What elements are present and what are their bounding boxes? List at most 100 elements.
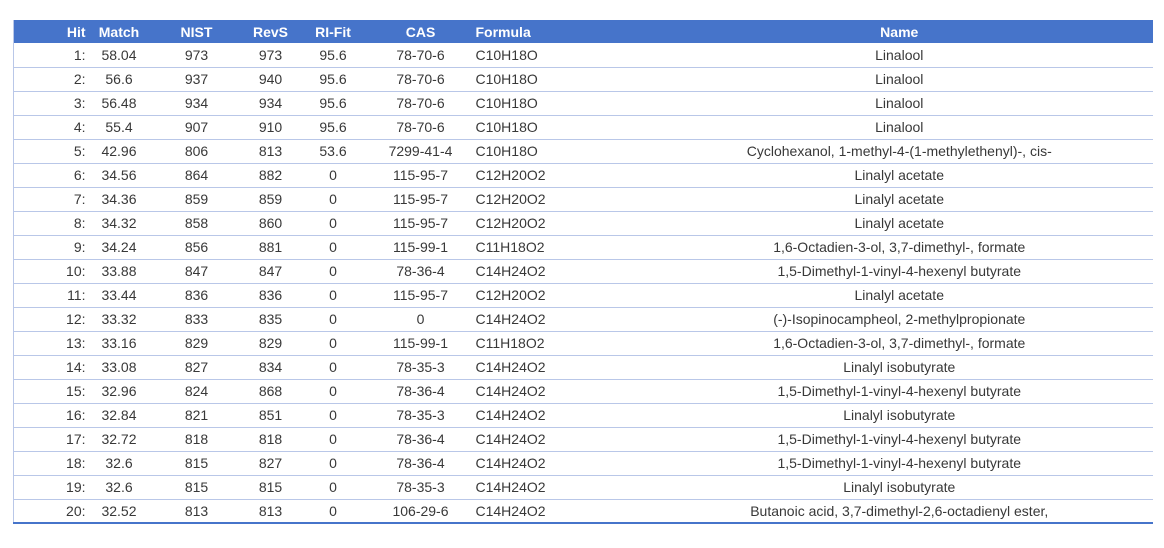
column-header-name[interactable]: Name	[645, 20, 1153, 43]
cell-nist: 815	[152, 451, 241, 476]
cell-match: 33.32	[85, 307, 153, 332]
column-header-nist[interactable]: NIST	[152, 20, 241, 43]
cell-formula: C14H24O2	[475, 475, 646, 500]
hit-list-header: Hit Match NIST RevS RI-Fit CAS Formula Name	[13, 20, 1153, 43]
cell-formula: C14H24O2	[475, 355, 646, 380]
hit-row[interactable]: 9: 34.24 856 881 0 115-99-1 C11H18O2 1,6-Octadi…	[13, 235, 1153, 260]
cell-hit: 5:	[13, 139, 86, 164]
cell-rifit: 0	[300, 403, 366, 428]
cell-revs: 827	[240, 451, 301, 476]
cell-nist: 858	[152, 211, 241, 236]
cell-nist: 856	[152, 235, 241, 260]
cell-nist: 829	[152, 331, 241, 356]
cell-formula: C12H20O2	[475, 163, 646, 188]
cell-rifit: 0	[300, 451, 366, 476]
cell-hit: 15:	[13, 379, 86, 404]
column-header-cas[interactable]: CAS	[365, 20, 476, 43]
column-header-hit[interactable]: Hit	[13, 20, 86, 43]
cell-formula: C10H18O	[475, 67, 646, 92]
cell-nist: 818	[152, 427, 241, 452]
cell-revs: 813	[240, 139, 301, 164]
column-header-revs[interactable]: RevS	[240, 20, 301, 43]
cell-cas: 78-70-6	[365, 115, 476, 140]
cell-name: Linalool	[645, 43, 1153, 68]
cell-hit: 14:	[13, 355, 86, 380]
cell-revs: 836	[240, 283, 301, 308]
cell-revs: 829	[240, 331, 301, 356]
cell-hit: 13:	[13, 331, 86, 356]
cell-formula: C11H18O2	[475, 235, 646, 260]
header-row: Hit Match NIST RevS RI-Fit CAS Formula Name	[13, 20, 1153, 43]
cell-formula: C12H20O2	[475, 187, 646, 212]
hit-row[interactable]: 7: 34.36 859 859 0 115-95-7 C12H20O2 Linalyl ac…	[13, 187, 1153, 212]
cell-hit: 4:	[13, 115, 86, 140]
cell-cas: 78-70-6	[365, 91, 476, 116]
hit-row[interactable]: 13: 33.16 829 829 0 115-99-1 C11H18O2 1,6-Octad…	[13, 331, 1153, 356]
cell-revs: 934	[240, 91, 301, 116]
cell-cas: 7299-41-4	[365, 139, 476, 164]
cell-revs: 868	[240, 379, 301, 404]
cell-rifit: 95.6	[300, 91, 366, 116]
hit-row[interactable]: 11: 33.44 836 836 0 115-95-7 C12H20O2 Linalyl a…	[13, 283, 1153, 308]
hit-row[interactable]: 20: 32.52 813 813 0 106-29-6 C14H24O2 Butanoic …	[13, 499, 1153, 524]
cell-match: 32.96	[85, 379, 153, 404]
cell-rifit: 0	[300, 235, 366, 260]
cell-formula: C10H18O	[475, 43, 646, 68]
cell-name: Linalyl acetate	[645, 163, 1153, 188]
cell-name: 1,5-Dimethyl-1-vinyl-4-hexenyl butyrate	[645, 259, 1153, 284]
cell-hit: 3:	[13, 91, 86, 116]
cell-hit: 12:	[13, 307, 86, 332]
hit-row[interactable]: 14: 33.08 827 834 0 78-35-3 C14H24O2 Linalyl is…	[13, 355, 1153, 380]
cell-nist: 824	[152, 379, 241, 404]
hit-row[interactable]: 2: 56.6 937 940 95.6 78-70-6 C10H18O Linalool	[13, 67, 1153, 92]
hit-row[interactable]: 12: 33.32 833 835 0 0 C14H24O2 (-)-Isopinocamph…	[13, 307, 1153, 332]
cell-rifit: 0	[300, 307, 366, 332]
cell-nist: 833	[152, 307, 241, 332]
cell-formula: C14H24O2	[475, 379, 646, 404]
cell-match: 33.08	[85, 355, 153, 380]
cell-name: Cyclohexanol, 1-methyl-4-(1-methyletheny…	[645, 139, 1153, 164]
cell-hit: 10:	[13, 259, 86, 284]
hit-row[interactable]: 5: 42.96 806 813 53.6 7299-41-4 C10H18O Cyclohe…	[13, 139, 1153, 164]
cell-rifit: 53.6	[300, 139, 366, 164]
cell-nist: 907	[152, 115, 241, 140]
cell-hit: 20:	[13, 499, 86, 524]
cell-cas: 78-36-4	[365, 379, 476, 404]
hit-row[interactable]: 15: 32.96 824 868 0 78-36-4 C14H24O2 1,5-Dimeth…	[13, 379, 1153, 404]
cell-name: Linalyl isobutyrate	[645, 403, 1153, 428]
hit-row[interactable]: 1: 58.04 973 973 95.6 78-70-6 C10H18O Linalool	[13, 43, 1153, 68]
hit-row[interactable]: 4: 55.4 907 910 95.6 78-70-6 C10H18O Linalool	[13, 115, 1153, 140]
hit-row[interactable]: 6: 34.56 864 882 0 115-95-7 C12H20O2 Linalyl ac…	[13, 163, 1153, 188]
cell-formula: C10H18O	[475, 91, 646, 116]
hit-row[interactable]: 17: 32.72 818 818 0 78-36-4 C14H24O2 1,5-Dimeth…	[13, 427, 1153, 452]
cell-match: 32.6	[85, 475, 153, 500]
cell-name: 1,5-Dimethyl-1-vinyl-4-hexenyl butyrate	[645, 427, 1153, 452]
hit-list-table-container: Hit Match NIST RevS RI-Fit CAS Formula Name 1: 5…	[13, 20, 1153, 524]
cell-cas: 106-29-6	[365, 499, 476, 524]
column-header-match[interactable]: Match	[85, 20, 153, 43]
hit-row[interactable]: 19: 32.6 815 815 0 78-35-3 C14H24O2 Linalyl iso…	[13, 475, 1153, 500]
cell-revs: 851	[240, 403, 301, 428]
cell-rifit: 0	[300, 475, 366, 500]
cell-cas: 78-35-3	[365, 475, 476, 500]
cell-hit: 16:	[13, 403, 86, 428]
hit-row[interactable]: 10: 33.88 847 847 0 78-36-4 C14H24O2 1,5-Dimeth…	[13, 259, 1153, 284]
hit-row[interactable]: 3: 56.48 934 934 95.6 78-70-6 C10H18O Linalool	[13, 91, 1153, 116]
cell-name: Linalyl acetate	[645, 187, 1153, 212]
cell-hit: 19:	[13, 475, 86, 500]
cell-rifit: 0	[300, 427, 366, 452]
hit-row[interactable]: 8: 34.32 858 860 0 115-95-7 C12H20O2 Linalyl ac…	[13, 211, 1153, 236]
cell-hit: 6:	[13, 163, 86, 188]
cell-nist: 934	[152, 91, 241, 116]
column-header-rifit[interactable]: RI-Fit	[300, 20, 366, 43]
cell-hit: 8:	[13, 211, 86, 236]
cell-match: 32.52	[85, 499, 153, 524]
cell-rifit: 95.6	[300, 115, 366, 140]
cell-revs: 818	[240, 427, 301, 452]
hit-row[interactable]: 18: 32.6 815 827 0 78-36-4 C14H24O2 1,5-Dimethy…	[13, 451, 1153, 476]
cell-revs: 910	[240, 115, 301, 140]
cell-hit: 1:	[13, 43, 86, 68]
hit-row[interactable]: 16: 32.84 821 851 0 78-35-3 C14H24O2 Linalyl is…	[13, 403, 1153, 428]
column-header-formula[interactable]: Formula	[475, 20, 646, 43]
